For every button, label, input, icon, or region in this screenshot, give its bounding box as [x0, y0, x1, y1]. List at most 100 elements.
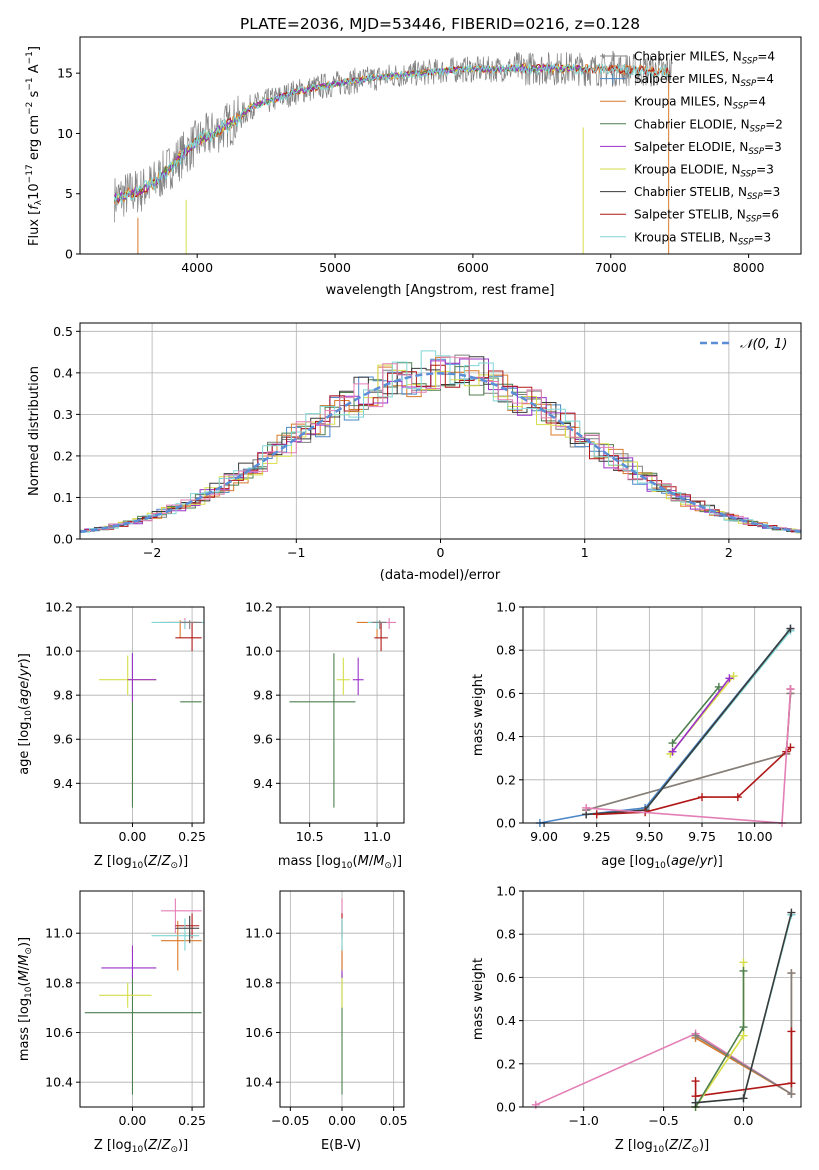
- residuals-ticks: −2 −1 0 1 2 0.0 0.1 0.2 0.3 0.4 0.5: [53, 324, 733, 560]
- spectrum-legend-label: Kroupa MILES, NSSP=4: [634, 95, 766, 112]
- mass_weight_vs_Z-marker-chabrier_miles: [787, 1090, 796, 1099]
- mass_weight_vs_Z-marker-salpeter_stelib: [787, 1027, 796, 1036]
- mass_weight_vs_Z-x-tick-label: −0.5: [648, 1113, 678, 1128]
- age_vs_mass-y-tick-label: 9.4: [253, 776, 273, 791]
- mass_vs_ebv-y-tick-label: 10.4: [245, 1075, 273, 1090]
- mass_weight_vs_age-line-salpeter_stelib: [596, 746, 792, 816]
- residuals-y-tick-label: 0.5: [53, 324, 73, 339]
- spectrum-plot-area: [114, 51, 673, 254]
- age-vs-mass-panel: 10.5 11.0 9.4 9.6 9.8 10.0 10.2: [245, 600, 405, 844]
- spectrum-lines: [114, 51, 673, 254]
- spectrum-legend: Chabrier MILES, NSSP=4 Salpeter MILES, NS…: [600, 50, 783, 247]
- age_vs_Z-content: [99, 618, 204, 808]
- mass_weight_vs_age-line-kroupa_miles: [585, 689, 792, 811]
- mass-weight-vs-z-panel: −1.0 −0.5 0.0 0.0 0.2 0.4 0.6 0.8 1.0: [496, 884, 802, 1129]
- spectrum-x-axis-label: wavelength [Angstrom, rest frame]: [326, 283, 555, 298]
- residuals-x-tick-label: 2: [725, 545, 733, 560]
- mass_weight_vs_age-line-chabrier_miles: [585, 689, 792, 811]
- residuals-x-tick-label: 0: [437, 545, 445, 560]
- mass_weight_vs_age-y-tick-label: 0.2: [496, 772, 516, 787]
- spectrum-title: PLATE=2036, MJD=53446, FIBERID=0216, z=0…: [240, 15, 640, 33]
- residuals-plot-area: [80, 350, 801, 534]
- age_vs_mass-y-tick-label: 10.2: [245, 600, 273, 615]
- age-vs-z-y-axis-label: age [log10(age/yr)]: [17, 653, 34, 775]
- mass-weight-vs-z-y-axis-label: mass weight: [471, 958, 486, 1040]
- spectrum-y-tick-label: 10: [57, 126, 73, 141]
- mass_weight_vs_age-marker-salpeter_elodie: [725, 674, 734, 683]
- spectrum-model-line: [114, 63, 584, 203]
- spectrum-legend-label: Salpeter STELIB, NSSP=6: [634, 208, 779, 225]
- mass-vs-z-x-axis-label: Z [log10(Z/Z⊙)]: [94, 1138, 188, 1155]
- age_vs_Z-x-tick-label: 0.00: [119, 829, 147, 844]
- residuals-x-tick-label: −2: [143, 545, 161, 560]
- age_vs_Z-x-tick-label: 0.25: [178, 829, 206, 844]
- age-vs-mass-x-axis-label: mass [log10(M/M⊙)]: [278, 854, 402, 871]
- mass_weight_vs_Z-marker-chabrier_stelib: [739, 1094, 748, 1103]
- age_vs_mass-axes-frame: [279, 606, 405, 824]
- age_vs_Z-grid: [80, 606, 204, 823]
- mass_vs_Z-x-tick-label: 0.00: [119, 1113, 147, 1128]
- mass_vs_ebv-x-tick-label: 0.00: [328, 1113, 356, 1128]
- spectrum-legend-label: Salpeter ELODIE, NSSP=3: [634, 140, 782, 157]
- mass_weight_vs_age-x-tick-label: 9.50: [635, 829, 663, 844]
- mass_weight_vs_age-marker-salpeter_elodie: [668, 747, 677, 756]
- mass_weight_vs_age-marker-salpeter_stelib: [786, 743, 795, 752]
- spectrum-legend-label: Kroupa STELIB, NSSP=3: [634, 230, 771, 247]
- age_vs_mass-y-tick-label: 10.0: [245, 644, 273, 659]
- mass_weight_vs_age-line-kroupa_stelib: [586, 630, 792, 816]
- mass_weight_vs_age-line-chabrier_stelib: [586, 628, 792, 816]
- residuals-histograms: [80, 350, 801, 534]
- mass_weight_vs_age-marker-kroupa_pink: [786, 685, 795, 694]
- mass_vs_Z-x-tick-label: 0.25: [178, 1113, 206, 1128]
- mass_vs_ebv-y-tick-label: 10.6: [245, 1025, 273, 1040]
- mass_weight_vs_age-y-tick-label: 0.8: [496, 643, 516, 658]
- mass_weight_vs_Z-y-tick-label: 0.2: [496, 1056, 516, 1071]
- residuals-histogram-salpeter_stelib: [80, 364, 801, 533]
- age_vs_mass-y-tick-label: 9.8: [253, 688, 273, 703]
- mass_vs_Z-axes-frame: [79, 890, 205, 1108]
- age_vs_Z-axes-frame: [79, 606, 205, 824]
- age_vs_Z-y-tick-label: 9.4: [53, 776, 73, 791]
- residuals-histogram-kroupa_elodie: [80, 364, 801, 534]
- age_vs_Z-y-tick-label: 10.0: [45, 644, 73, 659]
- mass_weight_vs_Z-line-kroupa_elodie: [694, 962, 745, 1108]
- mass_weight_vs_age-y-tick-label: 0.6: [496, 686, 516, 701]
- mass_weight_vs_Z-y-tick-label: 0.6: [496, 970, 516, 985]
- mass_weight_vs_age-line-salpeter_elodie: [671, 677, 731, 753]
- spectrum-x-tick-label: 7000: [595, 260, 627, 275]
- residuals-y-tick-label: 0.3: [53, 407, 73, 422]
- mass_weight_vs_Z-marker-chabrier_elodie: [739, 1023, 748, 1032]
- mass_weight_vs_age-marker-chabrier_elodie: [714, 682, 723, 691]
- residuals-x-tick-label: 1: [581, 545, 589, 560]
- mass_weight_vs_age-axes-frame: [522, 606, 802, 824]
- mass-vs-z-y-axis-label: mass [log10(M/M⊙)]: [17, 937, 34, 1061]
- residuals-y-tick-label: 0.4: [53, 365, 73, 380]
- mass_weight_vs_Z-axes-frame: [522, 890, 802, 1108]
- spectrum-y-axis-label: Flux [fλ10−17 erg cm−2 s−1 A−1]: [25, 46, 44, 246]
- mass_weight_vs_Z-x-tick-label: −1.0: [569, 1113, 599, 1128]
- age-vs-z-x-axis-label: Z [log10(Z/Z⊙)]: [94, 854, 188, 871]
- mass_weight_vs_age-x-tick-label: 10.00: [737, 829, 773, 844]
- mass_weight_vs_age-content: [535, 624, 795, 827]
- mass_weight_vs_age-marker-kroupa_elodie: [729, 672, 738, 681]
- age_vs_Z-y-tick-label: 9.6: [53, 732, 73, 747]
- mass-weight-vs-z-x-axis-label: Z [log10(Z/Z⊙)]: [615, 1138, 709, 1155]
- normal-curve-legend-label: 𝒩(0, 1): [740, 337, 787, 352]
- spectrum-y-tick-label: 15: [57, 66, 73, 81]
- mass_weight_vs_Z-marker-salpeter_stelib: [691, 1077, 700, 1086]
- age_vs_mass-y-tick-label: 9.6: [253, 732, 273, 747]
- mass_weight_vs_Z-marker-kroupa_pink: [531, 1100, 540, 1109]
- mass_weight_vs_age-line-salpeter_miles: [539, 628, 792, 824]
- residuals-y-tick-label: 0.2: [53, 448, 73, 463]
- spectrum-legend-label: Chabrier STELIB, NSSP=3: [634, 185, 780, 202]
- mass_weight_vs_Z-ticks: −1.0 −0.5 0.0 0.0 0.2 0.4 0.6 0.8 1.0: [496, 884, 753, 1129]
- spectrum-y-tick-label: 0: [65, 247, 73, 262]
- mass-weight-vs-age-y-axis-label: mass weight: [471, 674, 486, 756]
- mass_vs_ebv-y-tick-label: 11.0: [245, 926, 273, 941]
- mass_vs_Z-y-tick-label: 10.6: [45, 1025, 73, 1040]
- mass-vs-ebv-panel: −0.05 0.00 0.05 10.4 10.6 10.8 11.0: [245, 890, 408, 1128]
- spectrum-axes-frame: [79, 36, 802, 255]
- mass_weight_vs_age-line-chabrier_elodie: [671, 686, 720, 744]
- mass_vs_Z-ticks: 0.00 0.25 10.4 10.6 10.8 11.0: [45, 926, 206, 1128]
